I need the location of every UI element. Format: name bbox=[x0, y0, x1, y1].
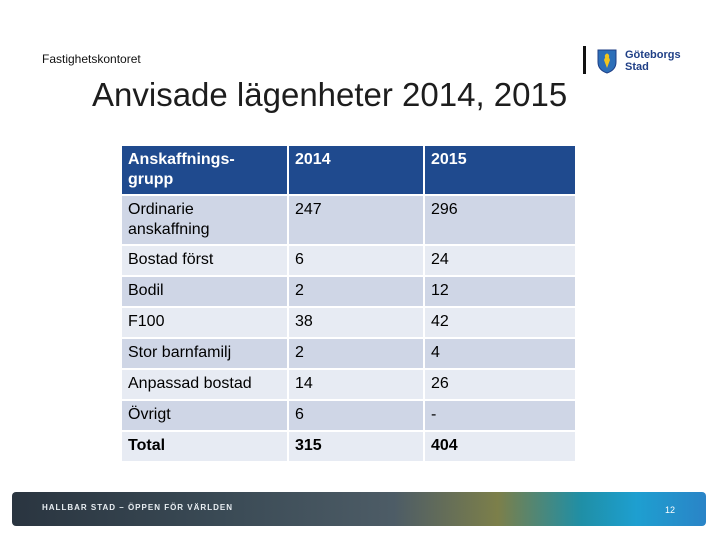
row-value-2015: 12 bbox=[425, 277, 575, 306]
table-row: Ordinarie anskaffning 247 296 bbox=[122, 196, 575, 244]
row-value-2014: 14 bbox=[289, 370, 423, 399]
row-value-2015: 24 bbox=[425, 246, 575, 275]
header-cell: 2014 bbox=[289, 146, 423, 194]
row-value-2015: 404 bbox=[425, 432, 575, 461]
table-row: Bodil 2 12 bbox=[122, 277, 575, 306]
row-label: Bostad först bbox=[122, 246, 287, 275]
city-logo-text: Göteborgs Stad bbox=[625, 49, 681, 73]
footer-banner: HALLBAR STAD – ÖPPEN FÖR VÄRLDEN 12 bbox=[12, 492, 706, 526]
city-crest-icon bbox=[597, 49, 617, 74]
row-label: Övrigt bbox=[122, 401, 287, 430]
row-label: Bodil bbox=[122, 277, 287, 306]
row-label: Anpassad bostad bbox=[122, 370, 287, 399]
row-value-2015: 26 bbox=[425, 370, 575, 399]
table-row: Stor barnfamilj 2 4 bbox=[122, 339, 575, 368]
table-total-row: Total 315 404 bbox=[122, 432, 575, 461]
header-cell: Anskaffnings- grupp bbox=[122, 146, 287, 194]
cell-text: Ordinarie anskaffning bbox=[128, 201, 210, 238]
page-title: Anvisade lägenheter 2014, 2015 bbox=[92, 76, 568, 113]
row-value-2014: 315 bbox=[289, 432, 423, 461]
table-row: F100 38 42 bbox=[122, 308, 575, 337]
row-label: F100 bbox=[122, 308, 287, 337]
table-row: Övrigt 6 - bbox=[122, 401, 575, 430]
header-cell: 2015 bbox=[425, 146, 575, 194]
row-value-2015: - bbox=[425, 401, 575, 430]
table-row: Bostad först 6 24 bbox=[122, 246, 575, 275]
logo-line-2: Stad bbox=[625, 61, 649, 73]
row-value-2014: 2 bbox=[289, 339, 423, 368]
header-group: Anskaffnings- grupp bbox=[128, 151, 235, 188]
page-number: 12 bbox=[664, 505, 675, 515]
header-2015: 2015 bbox=[431, 151, 467, 168]
row-label: Ordinarie anskaffning bbox=[122, 196, 287, 244]
row-value-2014: 6 bbox=[289, 246, 423, 275]
logo-divider bbox=[583, 46, 586, 74]
row-value-2015: 296 bbox=[425, 196, 575, 244]
row-label: Stor barnfamilj bbox=[122, 339, 287, 368]
row-value-2014: 38 bbox=[289, 308, 423, 337]
data-table: Anskaffnings- grupp 2014 2015 Ordinarie … bbox=[120, 144, 577, 463]
header-2014: 2014 bbox=[295, 151, 331, 168]
logo-line-1: Göteborgs bbox=[625, 49, 681, 61]
row-value-2015: 4 bbox=[425, 339, 575, 368]
table-header-row: Anskaffnings- grupp 2014 2015 bbox=[122, 146, 575, 194]
row-value-2014: 6 bbox=[289, 401, 423, 430]
footer-tagline: HALLBAR STAD – ÖPPEN FÖR VÄRLDEN bbox=[42, 503, 233, 512]
department-label: Fastighetskontoret bbox=[42, 52, 141, 66]
row-label: Total bbox=[122, 432, 287, 461]
row-value-2014: 2 bbox=[289, 277, 423, 306]
row-value-2014: 247 bbox=[289, 196, 423, 244]
row-value-2015: 42 bbox=[425, 308, 575, 337]
table-row: Anpassad bostad 14 26 bbox=[122, 370, 575, 399]
